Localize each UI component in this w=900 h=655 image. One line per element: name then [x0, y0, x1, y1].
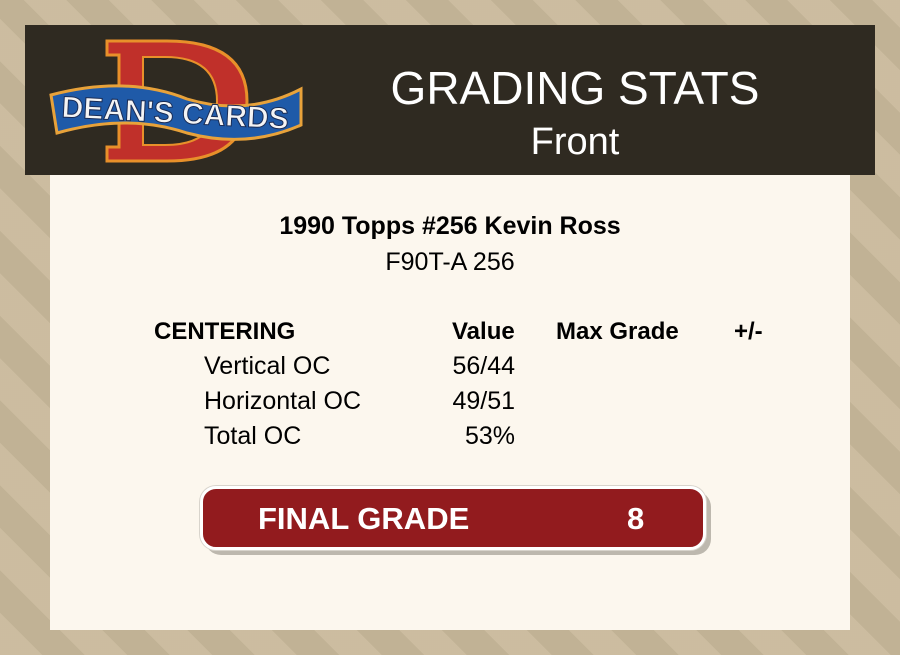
header-centering: CENTERING [154, 318, 296, 345]
page-title: GRADING STATS [390, 62, 760, 114]
stats-panel: 1990 Topps #256 Kevin Ross F90T-A 256 CE… [50, 175, 850, 630]
row-label: Vertical OC [204, 352, 331, 380]
row-label: Horizontal OC [204, 387, 361, 415]
header-diff: +/- [734, 318, 763, 345]
header: DEAN'S CARDS GRADING STATS Front [25, 25, 875, 175]
row-value: 49/51 [452, 387, 515, 415]
card-name: 1990 Topps #256 Kevin Ross [279, 212, 621, 240]
row-value: 56/44 [452, 352, 515, 380]
card-code: F90T-A 256 [385, 248, 515, 276]
header-max-grade: Max Grade [556, 318, 679, 345]
deans-cards-logo: DEAN'S CARDS [49, 39, 303, 163]
final-grade-value: 8 [627, 501, 645, 536]
page-subtitle: Front [530, 121, 620, 163]
row-value: 53% [464, 422, 515, 450]
svg-text:DEAN'S CARDS: DEAN'S CARDS [61, 91, 290, 136]
header-value: Value [452, 318, 515, 345]
final-grade-banner: FINAL GRADE 8 [200, 486, 706, 550]
row-label: Total OC [204, 422, 302, 450]
final-grade-label: FINAL GRADE [258, 501, 470, 536]
